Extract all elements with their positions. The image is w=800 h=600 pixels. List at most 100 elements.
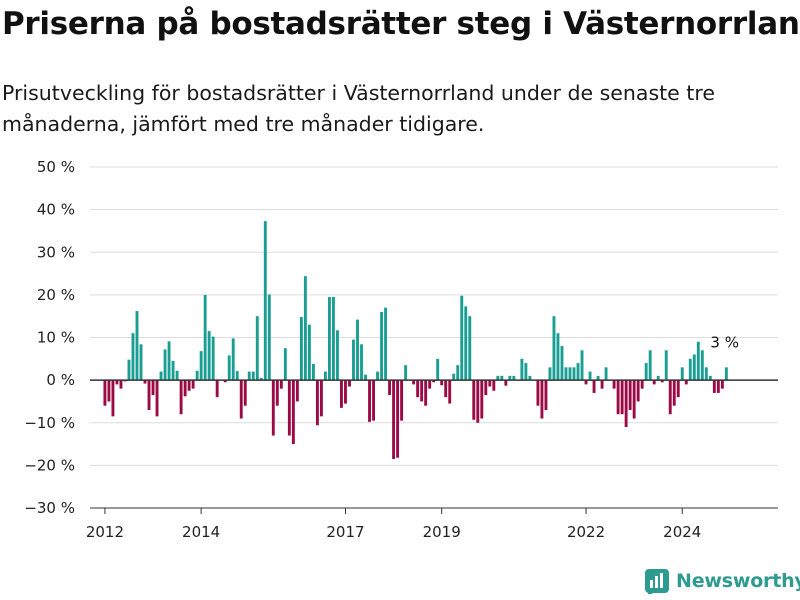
bar <box>263 221 267 381</box>
bar <box>143 380 147 384</box>
bar <box>195 370 199 381</box>
bar <box>283 348 287 381</box>
bar <box>568 367 572 381</box>
bar <box>652 380 656 385</box>
bar <box>251 371 255 381</box>
bar <box>468 316 472 381</box>
bar <box>648 350 652 381</box>
bar <box>203 294 207 381</box>
newsworthy-logo-icon <box>645 569 669 594</box>
bar <box>119 380 123 389</box>
bar <box>644 363 648 381</box>
bar <box>632 380 636 419</box>
bar <box>323 371 327 381</box>
bar <box>388 380 392 396</box>
bar <box>636 380 640 402</box>
bar <box>440 380 444 386</box>
bar <box>620 380 624 415</box>
bar <box>712 380 716 393</box>
y-axis: 50 % 40 % 30 % 20 % 10 % 0 % −10 % −20 % −30 % <box>24 158 75 517</box>
bar <box>167 341 171 381</box>
bar <box>484 380 488 396</box>
bar <box>380 311 383 381</box>
bar <box>291 380 295 445</box>
bar <box>303 276 307 381</box>
bar <box>191 380 195 389</box>
newsworthy-brand: Newsworthy <box>644 568 800 594</box>
bar <box>672 380 676 406</box>
bar <box>692 354 696 381</box>
bar <box>327 297 331 381</box>
y-tick-label: 20 % <box>37 286 75 304</box>
bar <box>159 371 163 381</box>
x-tick-label: 2012 <box>86 523 124 541</box>
bar <box>247 371 251 381</box>
bar <box>135 311 139 381</box>
y-tick-label: −30 % <box>24 499 75 517</box>
bar <box>552 316 556 381</box>
bar <box>676 380 680 398</box>
bar <box>259 377 263 381</box>
x-tick-label: 2017 <box>326 523 364 541</box>
bar <box>103 380 107 406</box>
bar <box>616 380 620 415</box>
bar <box>412 380 416 385</box>
bar <box>227 355 231 381</box>
bar <box>207 331 211 381</box>
bar <box>464 306 468 381</box>
grid-layer <box>90 166 778 509</box>
bar <box>127 359 131 381</box>
bar <box>480 380 484 419</box>
bar <box>596 375 600 381</box>
bar <box>512 375 516 381</box>
bar <box>211 336 215 381</box>
bar <box>448 380 452 404</box>
bar <box>624 380 628 428</box>
bar <box>319 380 323 417</box>
bar <box>500 375 504 381</box>
bar <box>332 297 335 381</box>
bar <box>187 380 191 391</box>
bar <box>107 380 111 402</box>
bar <box>656 375 660 381</box>
bar <box>231 338 235 381</box>
bar <box>724 367 728 381</box>
bar <box>215 380 219 398</box>
bar <box>267 294 271 381</box>
bar <box>700 350 704 381</box>
y-tick-label: 10 % <box>37 329 75 347</box>
bar <box>287 380 291 436</box>
bar <box>239 380 243 419</box>
bar <box>420 380 424 402</box>
bar <box>404 365 408 381</box>
bar <box>364 374 367 381</box>
bar <box>572 367 576 381</box>
page-subtitle: Prisutveckling för bostadsrätter i Väste… <box>2 81 715 136</box>
bar <box>111 380 115 417</box>
bar <box>432 380 436 383</box>
bar <box>199 351 203 381</box>
bar <box>223 380 227 383</box>
bar <box>311 363 315 381</box>
bar <box>504 380 508 386</box>
bar <box>716 380 720 393</box>
bar <box>544 380 548 410</box>
y-tick-label: −20 % <box>24 456 75 474</box>
bar <box>456 365 460 381</box>
bar <box>688 358 692 381</box>
bar <box>340 380 343 408</box>
brand-name: Newsworthy <box>676 570 800 592</box>
bar <box>628 380 632 410</box>
bar <box>115 380 119 385</box>
bar <box>684 380 688 385</box>
bar <box>668 380 672 415</box>
bar <box>299 317 303 381</box>
bar <box>680 367 684 381</box>
bar <box>492 380 496 391</box>
bar <box>664 350 668 381</box>
y-tick-label: 40 % <box>37 201 75 219</box>
bar <box>704 367 708 381</box>
bar <box>243 380 247 406</box>
bar <box>235 371 239 381</box>
bar <box>428 380 432 389</box>
